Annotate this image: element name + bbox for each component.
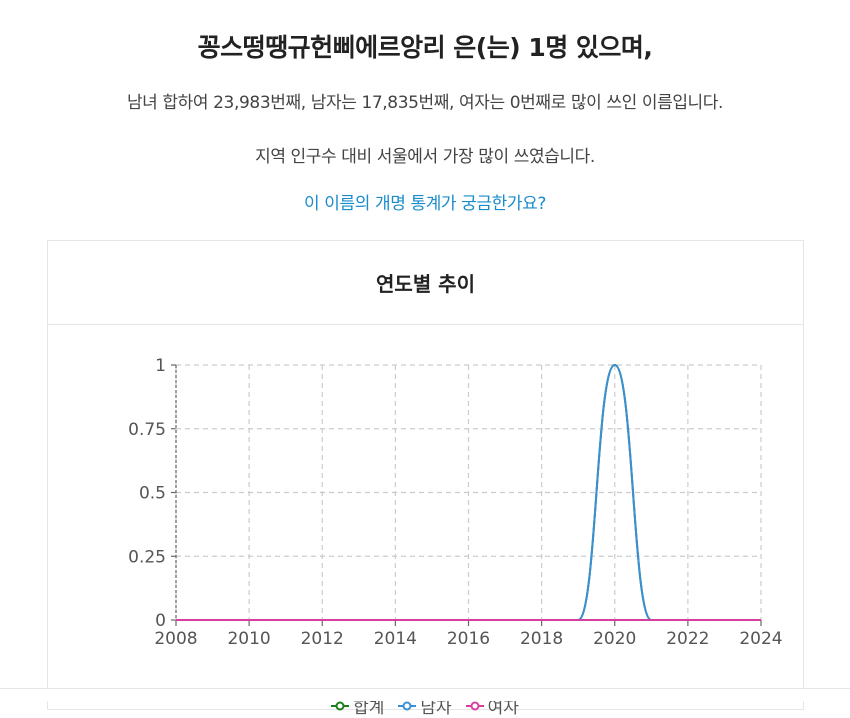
x-tick-label: 2014 [374, 629, 417, 649]
name-summary-title: 꽁스떵땡규헌삐에르앙리 은(는) 1명 있으며, [197, 33, 653, 62]
next-card-edge [0, 688, 850, 701]
x-tick-label: 2010 [227, 629, 270, 649]
x-tick-label: 2012 [301, 629, 344, 649]
yearly-trend-card: 연도별 추이 [47, 240, 804, 710]
yearly-trend-chart: 0 0.25 0.5 0.75 1 2008 2010 2012 2014 2016 2018 202… [128, 356, 782, 649]
y-tick-label: 0.75 [128, 420, 166, 440]
x-tick-label: 2020 [593, 629, 636, 649]
y-tick-label: 0.5 [139, 484, 166, 504]
y-tick-label: 0.25 [128, 547, 166, 567]
card-title: 연도별 추이 [48, 241, 803, 325]
x-tick-label: 2022 [666, 629, 709, 649]
x-tick-label: 2024 [739, 629, 782, 649]
legend-line-marker-icon [331, 701, 350, 710]
rank-description: 남녀 합하여 23,983번째, 남자는 17,835번째, 여자는 0번째로 … [126, 93, 724, 113]
legend-line-marker-icon [465, 701, 484, 710]
x-tick-label: 2018 [520, 629, 563, 649]
region-description: 지역 인구수 대비 서울에서 가장 많이 쓰였습니다. [255, 147, 595, 167]
rename-stats-link[interactable]: 이 이름의 개명 통계가 궁금한가요? [304, 194, 546, 214]
x-tick-label: 2016 [447, 629, 490, 649]
y-tick-label: 1 [155, 356, 166, 376]
y-tick-label: 0 [155, 611, 166, 631]
legend-line-marker-icon [398, 701, 417, 710]
x-tick-label: 2008 [154, 629, 197, 649]
